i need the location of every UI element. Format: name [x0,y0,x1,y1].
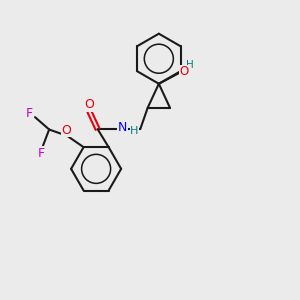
Text: F: F [37,147,44,160]
Text: O: O [179,65,188,79]
Text: O: O [61,124,71,136]
Text: H: H [186,60,194,70]
Text: O: O [84,98,94,111]
Text: H: H [130,126,139,136]
Text: F: F [26,107,33,120]
Text: N: N [118,122,127,134]
